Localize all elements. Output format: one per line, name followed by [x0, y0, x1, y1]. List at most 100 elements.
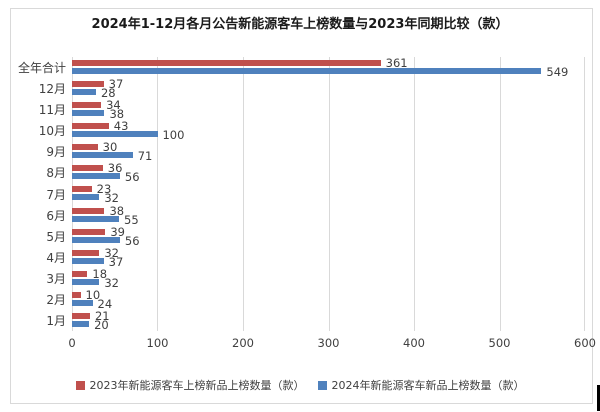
- category-row: 30 71: [72, 141, 585, 162]
- category-label: 10月: [38, 124, 66, 139]
- plot-area: 361 549 37 28 34 38 43 100 30 71 36 56 23 32 38 55 39 56 3…: [72, 57, 585, 331]
- value-label: 23: [96, 182, 112, 197]
- category-label: 9月: [46, 145, 66, 160]
- bar-series1-12月: [72, 89, 96, 96]
- bar-series0-3月: [72, 270, 88, 277]
- value-label: 55: [124, 212, 139, 227]
- gridline-500: [499, 57, 501, 331]
- legend: 2023年新能源客车上榜新品上榜数量（款） 2024年新能源客车新品上榜数量（款）: [0, 377, 600, 393]
- x-tick-label: 200: [232, 336, 254, 350]
- value-label: 10: [85, 287, 101, 302]
- legend-item-series1: 2024年新能源客车新品上榜数量（款）: [317, 377, 525, 393]
- bar-series0-2月: [72, 291, 81, 298]
- gridline-0: [72, 57, 73, 331]
- legend-swatch-icon: [75, 380, 85, 390]
- gridline-600: [584, 57, 585, 331]
- category-row: 37 28: [72, 78, 585, 99]
- value-label: 43: [113, 119, 129, 134]
- value-label: 549: [546, 65, 569, 79]
- bar-series1-11月: [72, 110, 105, 117]
- category-row: 36 56: [72, 162, 585, 183]
- value-label: 38: [109, 107, 125, 122]
- bar-series0-1月: [72, 312, 90, 319]
- category-label: 7月: [46, 187, 66, 202]
- bar-series1-全年合计: [72, 68, 542, 74]
- x-tick-label: 100: [146, 336, 169, 350]
- category-row: 34 38: [72, 99, 585, 120]
- x-tick-label: 0: [68, 336, 76, 350]
- value-label: 361: [385, 56, 408, 70]
- x-axis: 0 100 200 300 400 500 600: [68, 336, 596, 350]
- cursor-artifact: [597, 385, 600, 411]
- category-row: 39 56: [72, 226, 585, 247]
- category-label: 2月: [46, 292, 66, 307]
- bar-series0-5月: [72, 228, 106, 235]
- value-label: 39: [110, 224, 125, 239]
- category-label: 4月: [46, 250, 66, 265]
- category-row: 43 100: [72, 120, 585, 141]
- value-label: 56: [124, 170, 140, 185]
- bar-series1-1月: [72, 320, 90, 327]
- chart-frame: [10, 8, 593, 404]
- x-tick-label: 400: [403, 336, 425, 350]
- value-label: 56: [124, 233, 140, 248]
- value-label: 21: [94, 308, 110, 323]
- value-label: 38: [109, 203, 125, 218]
- value-label: 71: [137, 149, 153, 164]
- value-label: 32: [104, 245, 119, 260]
- bar-series0-7月: [72, 186, 92, 193]
- gridline-300: [328, 57, 330, 331]
- bar-series1-5月: [72, 236, 120, 243]
- bar-series0-11月: [72, 102, 102, 109]
- bar-series1-10月: [72, 131, 158, 138]
- bar-series1-3月: [72, 278, 100, 285]
- category-label: 3月: [46, 271, 66, 286]
- category-label: 6月: [46, 208, 66, 223]
- legend-label: 2023年新能源客车上榜新品上榜数量（款）: [89, 379, 305, 392]
- x-tick-label: 300: [317, 336, 340, 350]
- legend-label: 2024年新能源客车新品上榜数量（款）: [331, 379, 525, 392]
- legend-item-series0: 2023年新能源客车上榜新品上榜数量（款）: [75, 377, 305, 393]
- bar-series0-12月: [72, 81, 104, 88]
- value-label: 37: [108, 77, 124, 92]
- value-label: 20: [94, 317, 109, 332]
- bar-series1-6月: [72, 215, 120, 222]
- bar-series0-6月: [72, 207, 105, 214]
- bar-series1-7月: [72, 194, 100, 201]
- category-label: 5月: [46, 229, 66, 244]
- category-label: 8月: [46, 166, 66, 181]
- bar-series0-全年合计: [72, 60, 381, 66]
- bar-series1-2月: [72, 299, 93, 306]
- gridline-400: [413, 57, 415, 331]
- value-label: 37: [108, 254, 124, 269]
- category-row: 18 32: [72, 268, 585, 289]
- bar-series0-8月: [72, 165, 103, 172]
- category-row: 32 37: [72, 247, 585, 268]
- category-label: 11月: [38, 103, 66, 118]
- gridline-100: [157, 57, 159, 331]
- value-label: 24: [97, 296, 113, 311]
- value-label: 30: [102, 140, 118, 155]
- value-label: 32: [104, 191, 119, 206]
- category-row: 361 549: [72, 57, 585, 78]
- x-tick-label: 500: [488, 336, 511, 350]
- chart-title: 2024年1-12月各月公告新能源客车上榜数量与2023年同期比较（款）: [91, 17, 509, 32]
- category-label: 全年合计: [17, 61, 66, 76]
- x-tick-label: 600: [574, 336, 596, 350]
- value-label: 36: [107, 161, 123, 176]
- category-label: 1月: [46, 313, 66, 328]
- gridline-200: [242, 57, 244, 331]
- category-label: 12月: [38, 82, 66, 97]
- y-axis-labels: 全年合计 12月 11月 10月 9月 8月 7月 6月 5月 4月 3月 2月 1月: [12, 57, 66, 331]
- bar-series0-9月: [72, 144, 98, 151]
- value-label: 28: [100, 86, 116, 101]
- category-row: 38 55: [72, 205, 585, 226]
- bar-series1-4月: [72, 257, 104, 264]
- value-label: 18: [92, 266, 108, 281]
- bar-series1-8月: [72, 173, 120, 180]
- category-row: 21 20: [72, 310, 585, 331]
- category-row: 10 24: [72, 289, 585, 310]
- value-label: 32: [104, 275, 119, 290]
- value-label: 100: [162, 128, 185, 143]
